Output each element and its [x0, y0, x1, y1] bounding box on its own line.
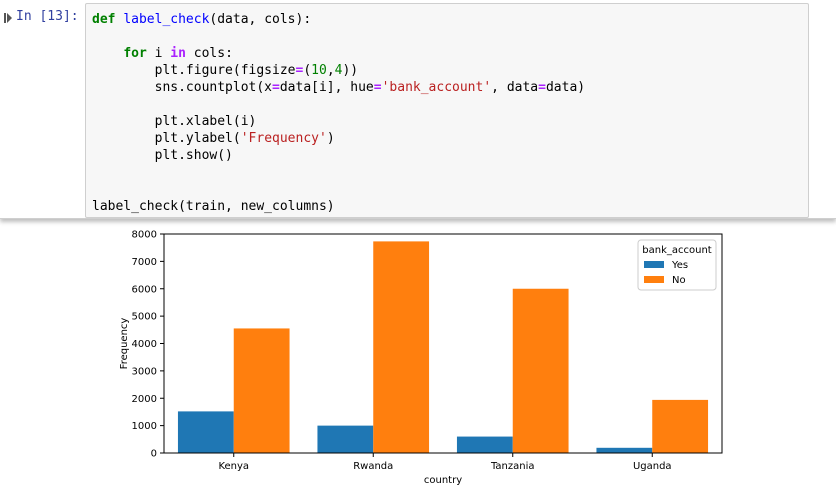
bar-no-uganda — [652, 399, 709, 453]
x-axis-label: country — [424, 475, 462, 486]
code-token: 'Frequency' — [240, 131, 327, 146]
y-tick-label: 3000 — [132, 366, 157, 377]
y-tick-label: 1000 — [132, 421, 157, 432]
code-line: plt.xlabel(i) — [92, 113, 585, 130]
y-tick-label: 0 — [151, 449, 157, 460]
code-line: plt.ylabel('Frequency') — [92, 130, 585, 147]
code-token: 4 — [334, 63, 343, 78]
code-token: data[i], hue — [279, 80, 374, 95]
code-line: label_check(train, new_columns) — [92, 198, 585, 215]
code-token: cols: — [185, 46, 233, 61]
y-tick-label: 2000 — [132, 394, 157, 405]
y-axis-label: Frequency — [119, 318, 130, 370]
bar-no-tanzania — [512, 288, 569, 453]
code-token: (data, cols): — [209, 12, 312, 27]
code-text[interactable]: def label_check(data, cols): for i in co… — [92, 11, 585, 215]
y-tick-label: 5000 — [132, 312, 157, 323]
code-token: plt.xlabel(i) — [92, 114, 257, 129]
code-token: sns.countplot(x — [92, 80, 273, 95]
code-line — [92, 28, 585, 45]
bar-yes-rwanda — [317, 425, 374, 453]
legend-swatch-yes — [644, 261, 664, 268]
code-token: plt.figure(figsize — [92, 63, 296, 78]
x-tick-label: Tanzania — [490, 461, 535, 472]
code-line: plt.show() — [92, 147, 585, 164]
legend-label-no: No — [672, 275, 686, 286]
code-token: in — [170, 46, 186, 61]
code-token — [92, 46, 123, 61]
code-editor[interactable]: def label_check(data, cols): for i in co… — [85, 3, 809, 218]
code-token: = — [538, 80, 546, 95]
code-token: ( — [303, 63, 312, 78]
y-tick-label: 7000 — [132, 257, 157, 268]
y-tick-label: 4000 — [132, 339, 157, 350]
legend-title: bank_account — [642, 245, 712, 256]
code-token: plt.ylabel( — [92, 131, 241, 146]
bar-yes-uganda — [596, 447, 653, 453]
legend-swatch-no — [644, 276, 664, 283]
bar-yes-kenya — [177, 411, 234, 453]
code-token: label_check — [123, 12, 210, 27]
code-token: data) — [545, 80, 586, 95]
bar-yes-tanzania — [456, 436, 513, 453]
code-token: def — [92, 12, 116, 27]
code-token: ) — [326, 131, 335, 146]
input-prompt: In [13]: — [16, 9, 79, 24]
bar-no-rwanda — [373, 241, 430, 453]
code-line: sns.countplot(x=data[i], hue='bank_accou… — [92, 79, 586, 96]
code-line — [92, 164, 585, 181]
countplot-chart: Kenya Rwanda Tanzania Uganda 0 1000 2000 3000 40… — [119, 230, 723, 486]
code-token: i — [146, 46, 171, 61]
code-line: plt.figure(figsize=(10,4)) — [92, 62, 585, 79]
code-token: 'bank_account' — [381, 80, 492, 95]
code-token: , — [326, 63, 335, 78]
code-token: = — [295, 63, 304, 78]
code-token: = — [373, 80, 382, 95]
code-token: )) — [342, 63, 359, 78]
code-token: label_check(train, new_columns) — [92, 199, 335, 214]
run-cell-icon[interactable] — [4, 13, 12, 23]
code-line: def label_check(data, cols): — [92, 11, 585, 28]
x-tick-label: Rwanda — [353, 461, 393, 472]
output-area: Kenya Rwanda Tanzania Uganda 0 1000 2000 3000 40… — [0, 224, 836, 496]
legend-label-yes: Yes — [671, 260, 688, 271]
x-tick-label: Uganda — [633, 461, 672, 472]
code-line — [92, 96, 585, 113]
code-token: for — [123, 46, 147, 61]
code-cell[interactable]: In [13]: def label_check(data, cols): fo… — [0, 0, 836, 219]
code-line — [92, 181, 585, 198]
y-tick-label: 6000 — [132, 284, 157, 295]
code-token: = — [272, 80, 280, 95]
code-token: 10 — [311, 63, 327, 78]
y-tick-label: 8000 — [132, 230, 157, 241]
bar-no-kenya — [233, 328, 290, 453]
code-line: for i in cols: — [92, 45, 585, 62]
code-token: plt.show() — [92, 148, 233, 163]
x-tick-label: Kenya — [218, 461, 249, 472]
code-token: , data — [491, 80, 539, 95]
